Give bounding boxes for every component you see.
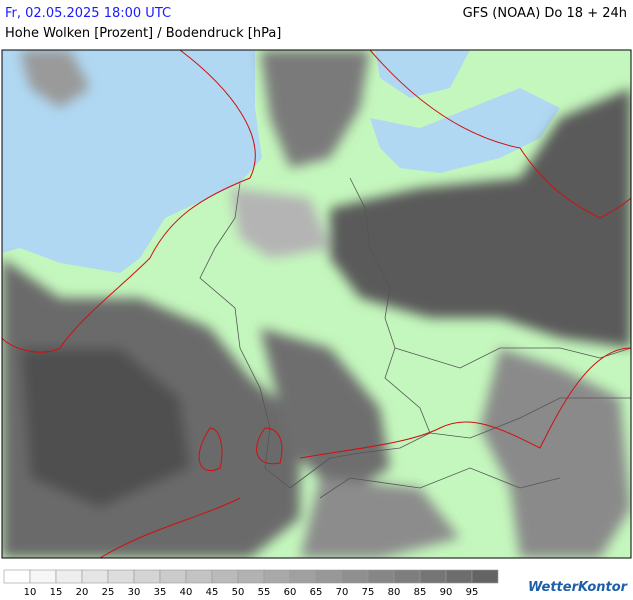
legend-swatch [211,569,239,584]
legend-swatch [289,569,317,584]
legend-swatch [133,569,161,584]
clouds [2,50,631,558]
kattegat [375,50,470,98]
legend-label: 75 [362,587,375,598]
legend-label: 45 [206,587,219,598]
legend-swatch [315,569,343,584]
legend-label: 80 [388,587,401,598]
weather-map [1,49,632,559]
legend-label: 60 [284,587,297,598]
legend-swatch [419,569,447,584]
legend-label: 50 [232,587,245,598]
legend-label: 10 [24,587,37,598]
legend-label: 55 [258,587,271,598]
map-frame [1,49,632,559]
legend-label: 40 [180,587,193,598]
legend: 10 15 20 25 30 35 40 45 50 55 60 65 70 75 80 85 90 95 [3,569,499,598]
legend-swatch [367,569,395,584]
legend-label: 35 [154,587,167,598]
legend-swatch [29,569,57,584]
legend-label: 15 [50,587,63,598]
legend-swatch [55,569,83,584]
legend-label: 90 [440,587,453,598]
legend-label: 20 [76,587,89,598]
isobars [2,50,631,558]
legend-label: 25 [102,587,115,598]
logo: WetterKontor [528,580,628,595]
legend-swatch [185,569,213,584]
legend-swatch [3,569,31,584]
legend-swatch [263,569,291,584]
model-run: GFS (NOAA) Do 18 + 24h [462,6,627,21]
legend-swatch [445,569,473,584]
legend-label: 85 [414,587,427,598]
legend-swatch [393,569,421,584]
map-title: Hohe Wolken [Prozent] / Bodendruck [hPa] [5,26,282,41]
legend-label: 70 [336,587,349,598]
legend-label: 30 [128,587,141,598]
north-sea [2,50,262,273]
baltic-sea [370,88,560,173]
legend-label: 65 [310,587,323,598]
legend-label: 95 [466,587,479,598]
legend-swatch [159,569,187,584]
legend-swatch [471,569,499,584]
legend-swatch [341,569,369,584]
legend-swatch [81,569,109,584]
legend-swatch [107,569,135,584]
legend-swatch [237,569,265,584]
forecast-time: Fr, 02.05.2025 18:00 UTC [5,6,172,21]
